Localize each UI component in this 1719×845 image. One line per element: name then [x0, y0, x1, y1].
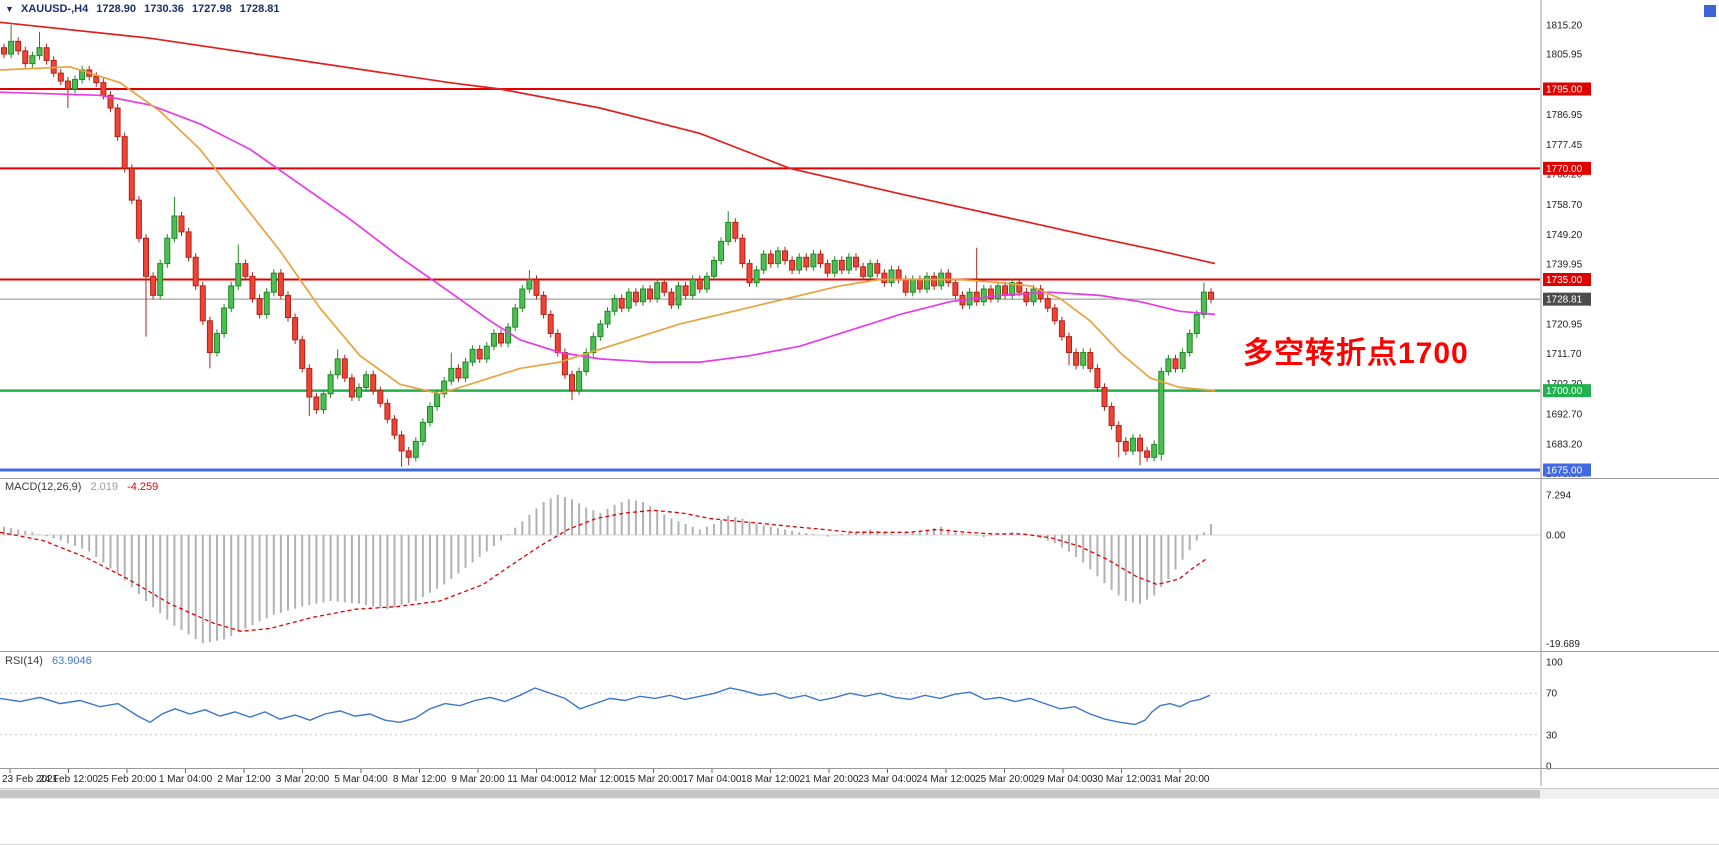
chart-annotation: 多空转折点1700: [1243, 337, 1469, 370]
moving-average-lines: [0, 21, 1216, 395]
svg-text:15 Mar 20:00: 15 Mar 20:00: [624, 774, 683, 785]
svg-text:1728.81: 1728.81: [1546, 295, 1583, 306]
svg-text:1805.95: 1805.95: [1546, 50, 1583, 61]
svg-text:1720.95: 1720.95: [1546, 320, 1583, 331]
rsi-panel: 100 70 30 0: [0, 651, 1719, 773]
quote-open: 1728.90: [96, 3, 137, 15]
svg-text:1683.20: 1683.20: [1546, 439, 1583, 450]
svg-text:1711.70: 1711.70: [1546, 349, 1582, 360]
macd-panel: 7.294 0.00 -19.689: [0, 478, 1719, 650]
svg-text:2 Mar 12:00: 2 Mar 12:00: [217, 774, 271, 785]
ma-fast: [0, 65, 1216, 395]
svg-text:23 Feb 2021: 23 Feb 2021: [2, 774, 59, 785]
svg-text:25 Mar 20:00: 25 Mar 20:00: [975, 774, 1034, 785]
svg-text:23 Mar 04:00: 23 Mar 04:00: [858, 774, 917, 785]
quote-high: 1730.36: [144, 3, 184, 15]
svg-text:70: 70: [1546, 689, 1558, 700]
quote-close: 1728.81: [239, 3, 280, 15]
svg-text:1 Mar 04:00: 1 Mar 04:00: [159, 774, 213, 785]
symbol-dropdown-icon[interactable]: ▼: [5, 4, 14, 14]
macd-indicator-label: MACD(12,26,9) 2.019 -4.259: [5, 481, 164, 493]
svg-text:100: 100: [1546, 658, 1563, 669]
svg-text:30 Mar 12:00: 30 Mar 12:00: [1092, 774, 1151, 785]
rsi-value: 63.9046: [51, 655, 92, 667]
rsi-indicator-label: RSI(14) 63.9046: [5, 655, 98, 667]
horizontal-scrollbar[interactable]: [0, 788, 1719, 799]
svg-text:24 Feb 12:00: 24 Feb 12:00: [39, 774, 98, 785]
svg-text:0.00: 0.00: [1546, 531, 1566, 542]
macd-main-value: 2.019: [90, 481, 119, 493]
svg-text:1777.45: 1777.45: [1546, 140, 1583, 151]
svg-text:1735.00: 1735.00: [1546, 275, 1583, 286]
ma-slow: [0, 21, 1216, 265]
svg-text:1768.20: 1768.20: [1546, 170, 1583, 181]
svg-text:8 Mar 12:00: 8 Mar 12:00: [393, 774, 447, 785]
rsi-label: RSI(14): [5, 655, 43, 667]
svg-text:31 Mar 20:00: 31 Mar 20:00: [1151, 774, 1210, 785]
svg-text:1749.20: 1749.20: [1546, 230, 1583, 241]
svg-text:1795.00: 1795.00: [1546, 85, 1583, 96]
svg-text:12 Mar 12:00: 12 Mar 12:00: [566, 774, 625, 785]
svg-text:9 Mar 20:00: 9 Mar 20:00: [451, 774, 505, 785]
candlesticks: [1, 24, 1214, 467]
macd-label: MACD(12,26,9): [5, 481, 82, 493]
svg-text:1786.95: 1786.95: [1546, 110, 1583, 121]
svg-text:17 Mar 04:00: 17 Mar 04:00: [683, 774, 742, 785]
svg-text:1770.00: 1770.00: [1546, 164, 1583, 175]
svg-text:25 Feb 20:00: 25 Feb 20:00: [98, 774, 157, 785]
svg-text:11 Mar 04:00: 11 Mar 04:00: [507, 774, 566, 785]
chart-canvas[interactable]: 7.294 0.00 -19.689 100 70 30 0 1815.20 1805.95…: [0, 0, 1719, 786]
svg-text:18 Mar 12:00: 18 Mar 12:00: [741, 774, 800, 785]
ma-mid: [0, 91, 1216, 363]
symbol-label: XAUUSD-,H4: [20, 3, 89, 15]
svg-text:1700.00: 1700.00: [1546, 386, 1583, 397]
svg-text:1815.20: 1815.20: [1546, 20, 1583, 31]
svg-text:24 Mar 12:00: 24 Mar 12:00: [917, 774, 976, 785]
svg-text:1739.95: 1739.95: [1546, 259, 1583, 270]
svg-text:1675.00: 1675.00: [1546, 466, 1583, 477]
horizontal-levels: [0, 88, 1540, 472]
svg-text:21 Mar 20:00: 21 Mar 20:00: [800, 774, 859, 785]
svg-text:29 Mar 04:00: 29 Mar 04:00: [1034, 774, 1093, 785]
svg-text:5 Mar 04:00: 5 Mar 04:00: [334, 774, 388, 785]
svg-text:30: 30: [1546, 730, 1558, 741]
symbol-ohlc-readout: ▼ XAUUSD-,H4 1728.90 1730.36 1727.98 172…: [5, 3, 285, 15]
svg-text:3 Mar 20:00: 3 Mar 20:00: [276, 774, 330, 785]
svg-text:1758.70: 1758.70: [1546, 200, 1583, 211]
svg-text:0: 0: [1546, 762, 1552, 773]
svg-text:7.294: 7.294: [1546, 490, 1571, 501]
quote-low: 1727.98: [191, 3, 232, 15]
scrollbar-thumb[interactable]: [0, 790, 1540, 798]
svg-text:1692.70: 1692.70: [1546, 409, 1583, 420]
svg-text:-19.689: -19.689: [1546, 639, 1580, 650]
macd-signal-value: -4.259: [127, 481, 159, 493]
chart-shift-marker[interactable]: [1704, 5, 1716, 17]
price-axis[interactable]: 1815.20 1805.95 1786.95 1777.45 1768.20 1758.…: [1540, 0, 1591, 786]
